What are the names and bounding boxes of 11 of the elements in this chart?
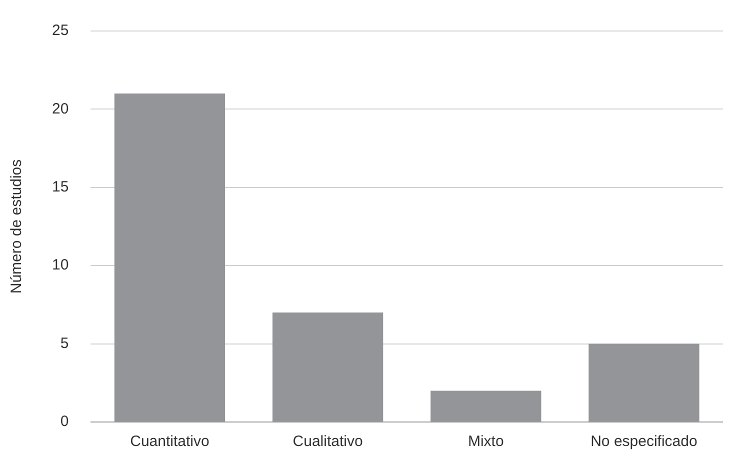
y-tick-label: 20	[52, 100, 69, 118]
y-tick-label: 25	[52, 22, 69, 40]
y-tick-label: 0	[60, 413, 69, 430]
x-tick-label: Cualitativo	[292, 433, 363, 450]
y-tick-label: 15	[52, 178, 69, 196]
y-tick-label: 10	[52, 256, 69, 274]
x-tick-label: Mixto	[468, 433, 504, 450]
y-axis-title: Número de estudios	[8, 159, 26, 294]
y-tick-label: 5	[60, 334, 69, 352]
x-tick-label: Cuantitativo	[130, 433, 210, 450]
x-tick-label: No especificado	[590, 433, 698, 450]
